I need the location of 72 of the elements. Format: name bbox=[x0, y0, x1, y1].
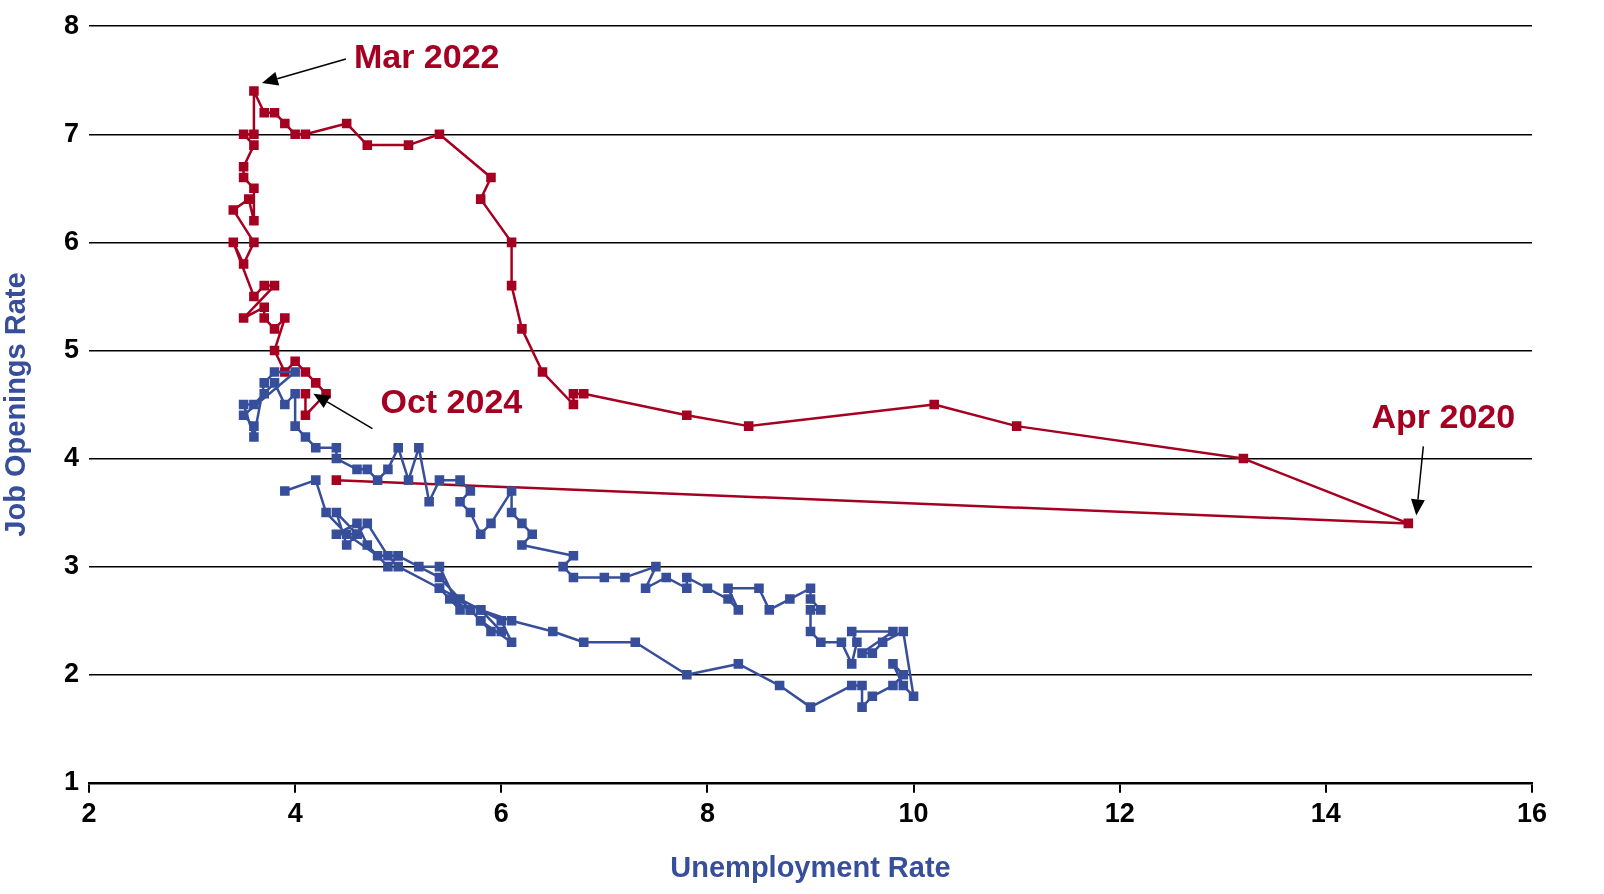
point bbox=[578, 388, 589, 399]
point bbox=[434, 129, 445, 140]
point bbox=[249, 183, 259, 194]
point bbox=[259, 302, 270, 313]
point bbox=[506, 280, 517, 291]
point bbox=[537, 367, 548, 377]
point bbox=[238, 129, 249, 140]
point bbox=[517, 324, 527, 334]
point bbox=[682, 410, 692, 421]
y-tick-label: 4 bbox=[63, 442, 79, 472]
point bbox=[259, 280, 270, 291]
point bbox=[1403, 518, 1414, 529]
point bbox=[310, 378, 321, 388]
y-tick-label: 6 bbox=[63, 225, 79, 256]
x-tick-label: 14 bbox=[1310, 798, 1341, 829]
point bbox=[300, 367, 311, 377]
point bbox=[300, 129, 311, 140]
point bbox=[331, 475, 342, 485]
x-tick-label: 6 bbox=[493, 798, 509, 829]
x-tick-label: 12 bbox=[1104, 798, 1135, 829]
point bbox=[280, 118, 290, 129]
point bbox=[269, 107, 280, 118]
x-tick-label: 8 bbox=[699, 798, 715, 829]
y-tick-label: 7 bbox=[63, 117, 79, 148]
point bbox=[259, 107, 270, 118]
point bbox=[249, 291, 259, 302]
point bbox=[228, 237, 239, 248]
point bbox=[259, 313, 270, 323]
y-tick-label: 1 bbox=[63, 766, 79, 797]
point bbox=[249, 215, 259, 226]
point bbox=[1238, 453, 1249, 464]
point bbox=[341, 118, 352, 129]
x-tick-label: 16 bbox=[1516, 798, 1548, 829]
point bbox=[243, 194, 254, 204]
point bbox=[249, 129, 259, 140]
point bbox=[280, 313, 290, 323]
point bbox=[228, 205, 239, 215]
point bbox=[475, 194, 486, 204]
point bbox=[743, 421, 754, 431]
x-tick-label: 4 bbox=[287, 798, 303, 829]
point bbox=[486, 172, 496, 183]
point bbox=[238, 172, 249, 183]
y-tick-label: 5 bbox=[63, 333, 79, 364]
x-tick-label: 10 bbox=[898, 798, 929, 829]
point bbox=[506, 237, 517, 248]
annotation: Mar 2022 bbox=[353, 37, 500, 76]
point bbox=[238, 161, 249, 172]
point bbox=[249, 237, 259, 248]
point bbox=[269, 345, 280, 356]
point bbox=[300, 388, 311, 399]
point bbox=[238, 313, 249, 323]
point bbox=[249, 86, 259, 96]
y-axis-title: Job Openings Rate bbox=[0, 272, 32, 537]
point bbox=[269, 324, 280, 334]
point bbox=[929, 399, 939, 410]
point bbox=[290, 356, 300, 367]
point bbox=[290, 129, 300, 140]
y-tick-label: 8 bbox=[63, 9, 79, 40]
point bbox=[568, 388, 579, 399]
point bbox=[362, 140, 373, 150]
point bbox=[238, 259, 249, 269]
y-tick-label: 3 bbox=[63, 550, 79, 581]
point bbox=[249, 140, 259, 150]
x-axis-title: Unemployment Rate bbox=[670, 850, 951, 883]
point bbox=[568, 399, 579, 410]
point bbox=[403, 140, 414, 150]
annotation: Oct 2024 bbox=[380, 382, 523, 421]
point bbox=[300, 410, 311, 421]
point bbox=[1011, 421, 1022, 431]
point bbox=[269, 280, 280, 291]
annotation: Apr 2020 bbox=[1371, 396, 1516, 435]
y-tick-label: 2 bbox=[63, 658, 79, 689]
